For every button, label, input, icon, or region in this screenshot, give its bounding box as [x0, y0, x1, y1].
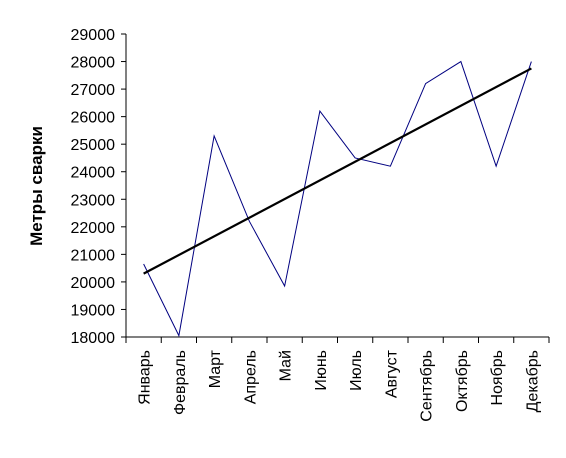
series-line [143, 60, 532, 338]
y-tick-label: 27000 [71, 82, 116, 99]
x-axis: Январь Февраль Март Апрель Май Июнь Июль Август… [125, 336, 550, 422]
y-axis: 18000 19000 20000 21000 22000 23000 24000 25000… [71, 27, 127, 347]
x-tick-label: Январь [137, 350, 154, 405]
y-tick-label: 26000 [71, 110, 116, 127]
series-layer [143, 60, 532, 338]
y-axis-ticks: 18000 19000 20000 21000 22000 23000 24000 25000… [71, 27, 126, 347]
x-tick-label: Июль [348, 350, 365, 391]
x-tick-label: Октябрь [454, 350, 471, 412]
y-tick-label: 21000 [71, 247, 116, 264]
x-tick-label: Апрель [242, 350, 259, 404]
y-tick-label: 28000 [71, 55, 116, 72]
x-tick-label: Ноябрь [489, 350, 506, 406]
x-tick-label: Август [383, 349, 400, 398]
x-tick-label: Февраль [172, 350, 189, 415]
x-tick-label: Декабрь [524, 350, 541, 412]
y-tick-label: 23000 [71, 192, 116, 209]
y-tick-label: 29000 [71, 27, 116, 44]
y-tick-label: 20000 [71, 275, 116, 292]
y-tick-label: 22000 [71, 220, 116, 237]
y-axis-title: Метры сварки [27, 126, 46, 246]
x-axis-ticks: Январь Февраль Март Апрель Май Июнь Июль Август… [125, 337, 550, 422]
trend-line [143, 67, 532, 275]
y-tick-label: 25000 [71, 137, 116, 154]
x-tick-label: Май [278, 350, 295, 381]
y-tick-label: 24000 [71, 165, 116, 182]
x-tick-label: Июнь [313, 350, 330, 391]
y-tick-label: 19000 [71, 302, 116, 319]
y-tick-label: 18000 [71, 330, 116, 347]
x-tick-label: Сентябрь [419, 350, 436, 422]
x-tick-label: Март [207, 349, 224, 388]
